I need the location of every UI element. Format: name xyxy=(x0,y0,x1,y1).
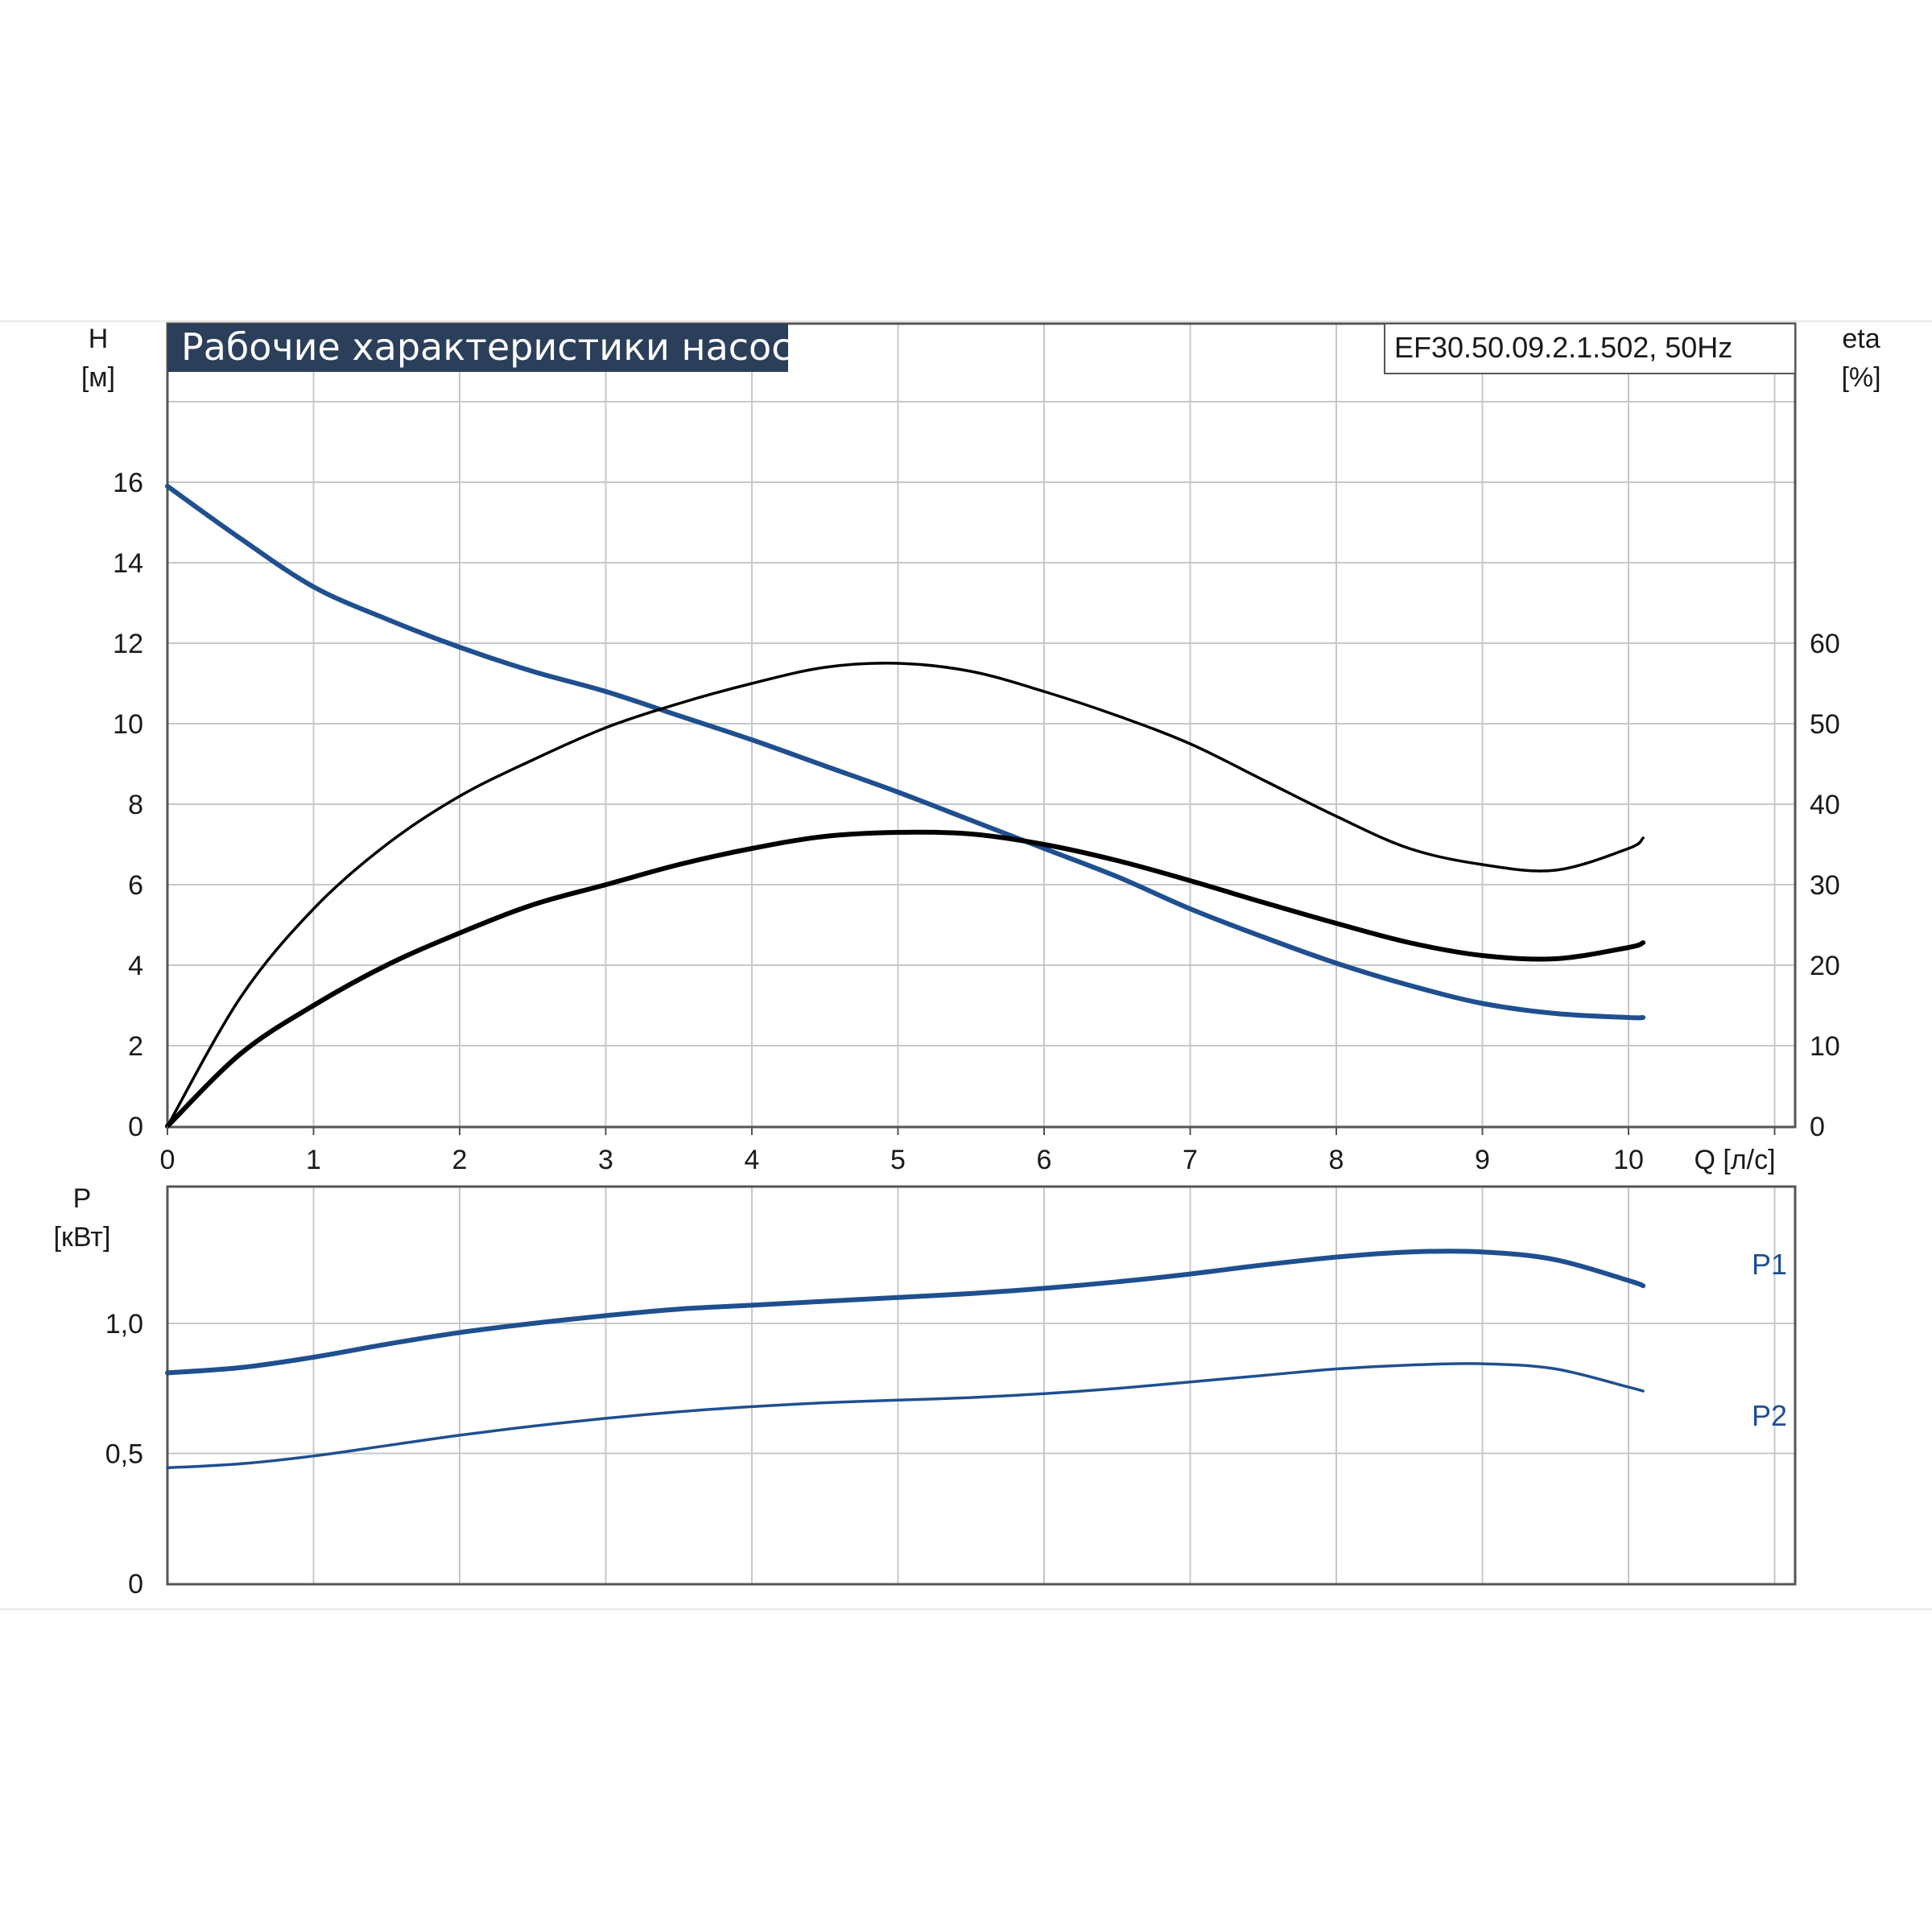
head-chart-grid xyxy=(167,324,1795,1126)
y-left-tick-label: 0 xyxy=(128,1112,143,1142)
chart-title: Рабочие характеристики насоса xyxy=(181,325,815,369)
power-chart-frame xyxy=(166,1185,1797,1586)
power-chart-curves xyxy=(165,1249,1646,1470)
power-axis-label: P xyxy=(73,1183,92,1214)
x-tick-label: 5 xyxy=(890,1145,906,1175)
y-left-tick-label: 6 xyxy=(128,870,143,901)
x-tick-label: 8 xyxy=(1329,1145,1344,1175)
x-tick-label: 0 xyxy=(160,1145,175,1175)
p1-series-label: P1 xyxy=(1752,1248,1787,1281)
y-right-tick-label: 0 xyxy=(1810,1112,1825,1142)
y-right-tick-label: 20 xyxy=(1810,951,1840,981)
x-tick-label: 3 xyxy=(598,1145,613,1175)
y-right-axis-unit: [%] xyxy=(1841,362,1880,393)
y-left-tick-label: 4 xyxy=(128,951,143,981)
power-tick-label: 1,0 xyxy=(105,1309,143,1340)
x-tick-label: 9 xyxy=(1475,1145,1490,1175)
p2-curve xyxy=(166,1362,1645,1470)
y-right-tick-label: 50 xyxy=(1810,709,1840,740)
y-right-tick-label: 30 xyxy=(1810,870,1840,901)
y-right-axis-label: eta xyxy=(1842,324,1880,354)
p1-curve xyxy=(165,1249,1646,1376)
y-left-tick-label: 10 xyxy=(113,709,143,740)
efficiency-curve-2 xyxy=(165,829,1646,1129)
y-left-tick-label: 12 xyxy=(113,629,143,659)
x-tick-label: 6 xyxy=(1037,1145,1052,1175)
power-tick-label: 0 xyxy=(128,1569,143,1600)
head-curve xyxy=(165,484,1646,1021)
bottom-separator xyxy=(0,1608,1932,1610)
y-left-tick-label: 8 xyxy=(128,790,143,820)
head-chart-curves xyxy=(165,484,1646,1129)
efficiency-curve xyxy=(166,662,1645,1128)
model-box xyxy=(1384,323,1796,374)
y-right-tick-label: 60 xyxy=(1810,629,1840,659)
y-left-axis-unit: [м] xyxy=(81,362,115,393)
x-axis-label: Q [л/с] xyxy=(1694,1145,1775,1175)
power-tick-label: 0,5 xyxy=(105,1439,143,1470)
chart-title-background xyxy=(167,324,788,372)
x-tick-label: 10 xyxy=(1613,1145,1644,1175)
x-tick-label: 4 xyxy=(745,1145,760,1175)
x-tick-label: 7 xyxy=(1183,1145,1198,1175)
y-right-tick-label: 10 xyxy=(1810,1031,1840,1062)
axis-tick-labels: 0 1 2 3 4 5 6 7 8 9 100246810121416010203040506000… xyxy=(105,468,1840,1600)
top-separator xyxy=(0,320,1932,322)
y-left-tick-label: 14 xyxy=(113,548,143,579)
model-label: EF30.50.09.2.1.502, 50Hz xyxy=(1394,331,1732,364)
y-right-tick-label: 40 xyxy=(1810,790,1840,820)
y-left-axis-label: H xyxy=(89,324,109,354)
power-axis-unit: [кВт] xyxy=(54,1222,111,1253)
y-left-tick-label: 2 xyxy=(128,1031,143,1062)
power-chart-grid xyxy=(167,1187,1795,1583)
x-tick-label: 2 xyxy=(452,1145,468,1175)
x-tick-label: 1 xyxy=(306,1145,321,1175)
p2-series-label: P2 xyxy=(1752,1399,1787,1432)
y-left-tick-label: 16 xyxy=(113,468,143,498)
head-chart-frame xyxy=(166,322,1797,1129)
